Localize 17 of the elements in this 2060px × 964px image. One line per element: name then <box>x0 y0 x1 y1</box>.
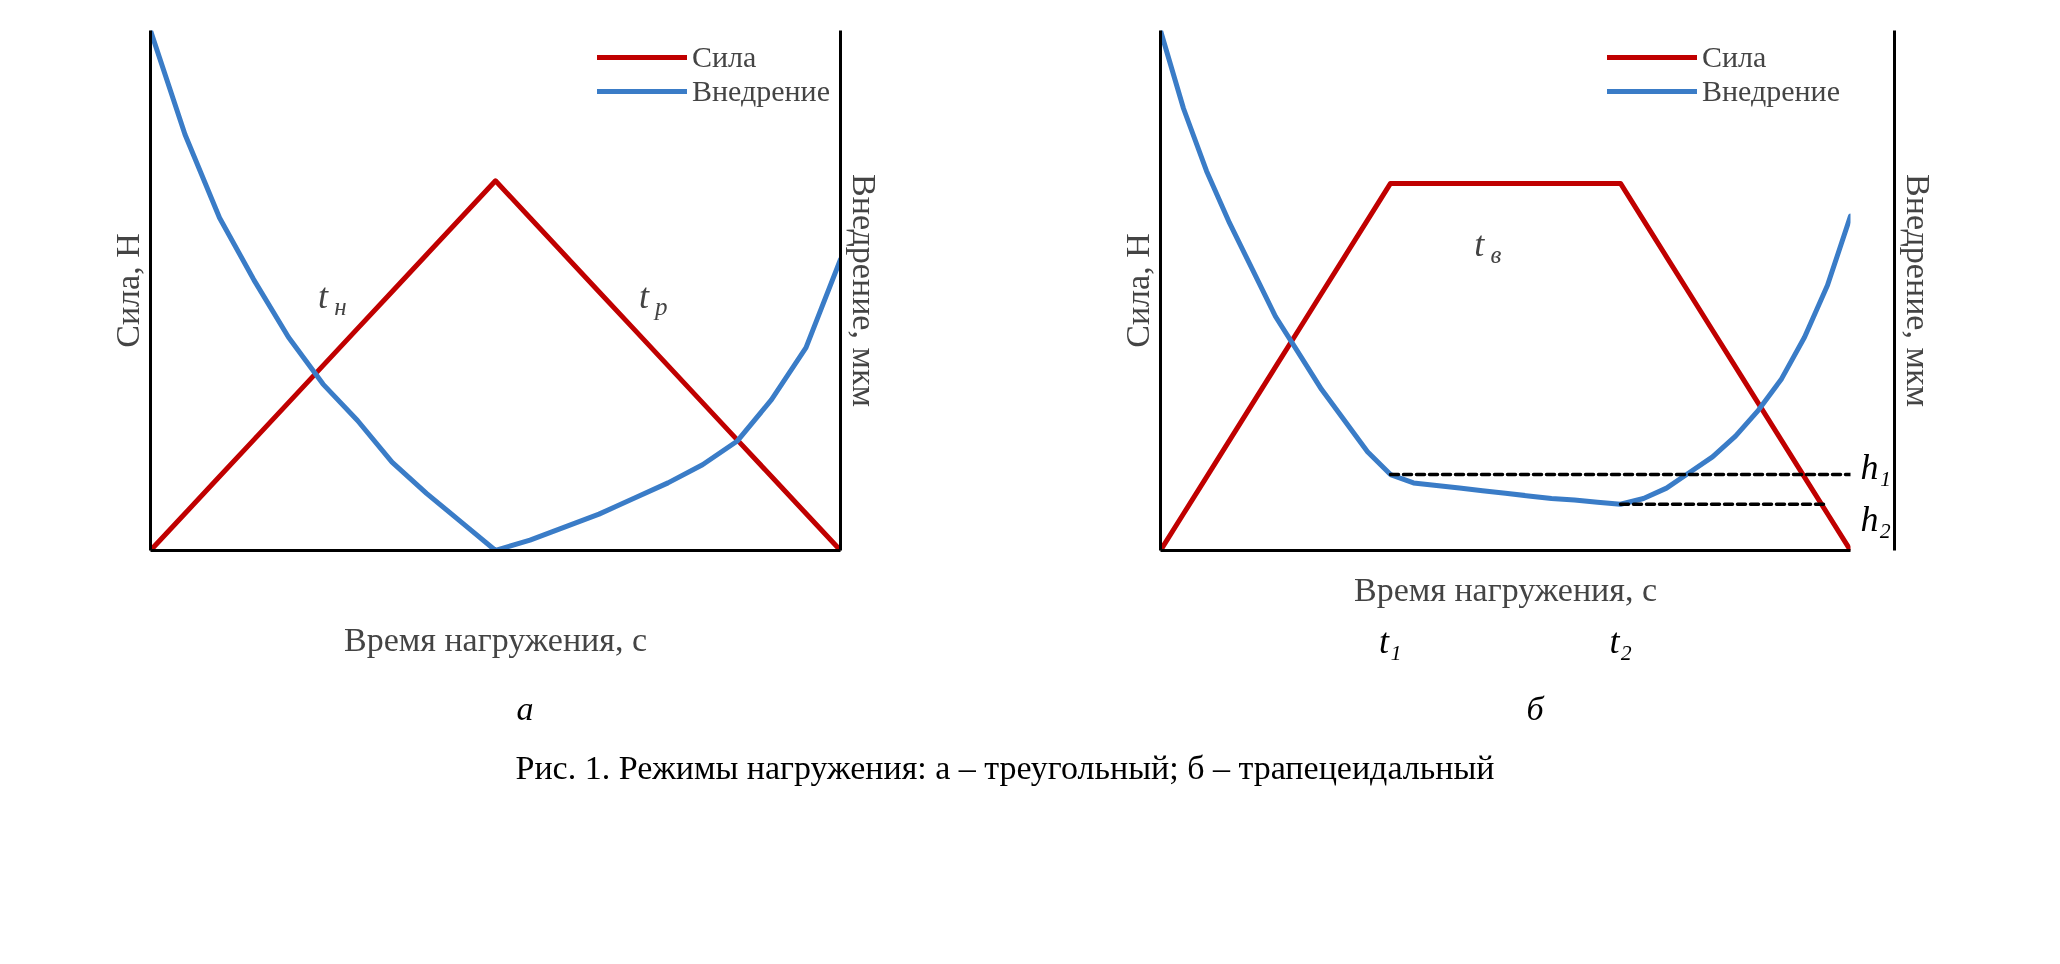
legend-label: Сила <box>1702 40 1767 74</box>
y-axis-title: Сила, Н <box>1118 233 1156 348</box>
text: t₁ <box>1379 620 1402 661</box>
y2-axis-title: Внедрение, мкм <box>845 174 883 407</box>
x-axis-title: Время нагружения, с <box>343 620 648 658</box>
text: h₁ <box>1860 447 1892 488</box>
y2-axis-title: Внедрение, мкм <box>1899 174 1937 407</box>
legend-label: Внедрение <box>1702 74 1840 108</box>
text: а <box>516 689 534 729</box>
legend-label: Внедрение <box>692 74 830 108</box>
legend-label: Сила <box>692 40 757 74</box>
text: h₂ <box>1860 499 1892 540</box>
x-axis-title: Время нагружения, с <box>1353 570 1658 608</box>
y-axis-title: Сила, Н <box>108 233 146 348</box>
text: t₂ <box>1609 620 1632 661</box>
text: б <box>1526 689 1544 729</box>
text: Рис. 1. Режимы нагружения: а – треугольный; б – трапецеидальный <box>515 747 1495 788</box>
